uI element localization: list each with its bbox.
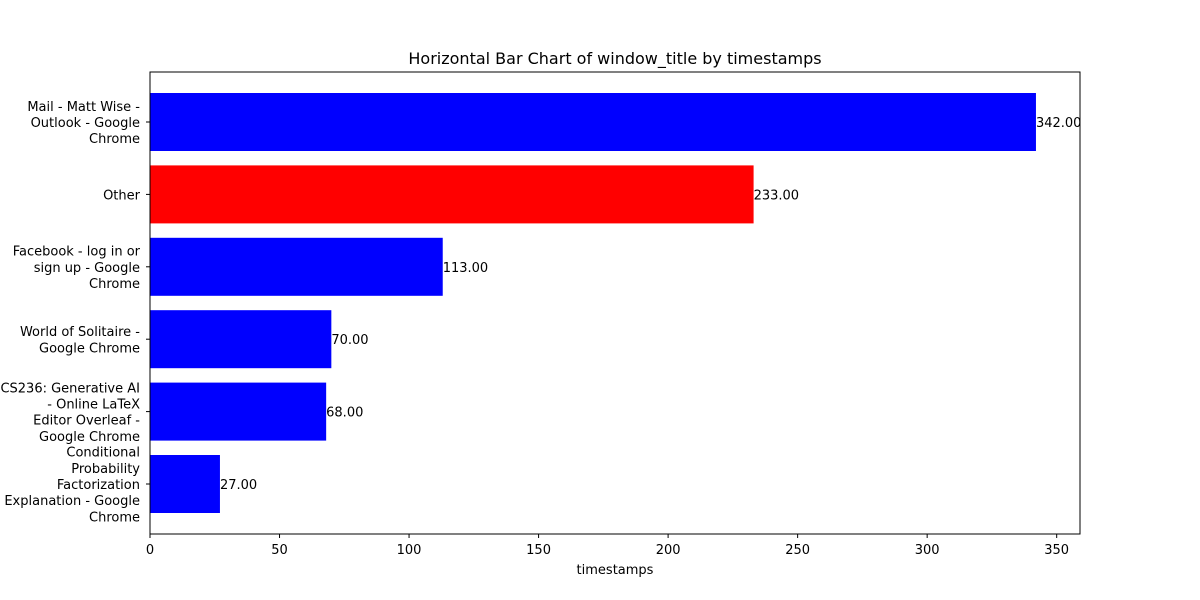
y-tick-label: Facebook - log in or sign up - Google Chro… <box>13 245 141 292</box>
y-tick-label: World of Solitaire -Google Chrome <box>20 325 140 356</box>
bar <box>150 237 443 296</box>
data-label: 68.00 <box>326 406 363 421</box>
bar <box>150 310 332 369</box>
y-axis-ticks: Mail - Matt Wise -Outlook - Google Chrome… <box>0 100 150 526</box>
y-tick-label-line: Probability <box>71 462 140 477</box>
bar <box>150 165 754 224</box>
y-tick-label-line: - Online LaTeX <box>47 398 140 413</box>
data-label: 342.00 <box>1036 116 1082 131</box>
y-tick-label: Other <box>103 188 141 203</box>
x-tick-label: 150 <box>526 543 551 558</box>
chart-title: Horizontal Bar Chart of window_title by … <box>408 49 821 69</box>
x-tick-label: 100 <box>397 543 422 558</box>
y-tick-label-line: CS236: Generative AI <box>0 381 140 396</box>
data-label: 70.00 <box>331 333 368 348</box>
y-tick-label-line: Google Chrome <box>39 341 140 356</box>
y-tick-label-line: Chrome <box>89 277 140 292</box>
y-tick-label-line: Chrome <box>89 510 140 525</box>
y-tick-label-line: Chrome <box>89 132 140 147</box>
y-tick-label-line: Google Chrome <box>39 430 140 445</box>
bars-group <box>150 93 1036 513</box>
y-tick-label: Conditional Probability Factorization Expla… <box>4 446 140 526</box>
data-labels-group: 342.00 233.00 113.00 70.00 68.00 27.00 <box>220 116 1082 493</box>
x-axis-label: timestamps <box>577 563 654 578</box>
y-tick-label-line: Other <box>103 188 141 203</box>
x-axis-ticks: 0 50 100 150 200 250 300 350 <box>146 534 1069 558</box>
x-tick-label: 50 <box>271 543 288 558</box>
x-tick-label: 250 <box>785 543 810 558</box>
data-label: 27.00 <box>220 478 257 493</box>
x-tick-label: 200 <box>656 543 681 558</box>
x-tick-label: 350 <box>1044 543 1069 558</box>
y-tick-label-line: Editor Overleaf - <box>33 414 140 429</box>
y-tick-label-line: Conditional <box>66 446 140 461</box>
plot-frame <box>149 71 1081 535</box>
bar <box>150 93 1036 151</box>
y-tick-label: Mail - Matt Wise -Outlook - Google Chrome <box>27 100 140 147</box>
data-label: 113.00 <box>443 261 489 276</box>
y-tick-label-line: Facebook - log in or <box>13 245 141 260</box>
y-tick-label-line: Explanation - Google <box>4 494 140 509</box>
y-tick-label: CS236: Generative AI - Online LaTeX Editor… <box>0 381 140 445</box>
y-tick-label-line: Outlook - Google <box>31 116 140 131</box>
bar <box>150 455 220 513</box>
y-tick-label-line: World of Solitaire - <box>20 325 140 340</box>
bar <box>150 382 327 441</box>
x-tick-label: 300 <box>915 543 940 558</box>
y-tick-label-line: Mail - Matt Wise - <box>27 100 140 115</box>
x-tick-label: 0 <box>146 543 154 558</box>
y-tick-label-line: sign up - Google <box>34 261 140 276</box>
data-label: 233.00 <box>754 188 800 203</box>
y-tick-label-line: Factorization <box>57 478 140 493</box>
